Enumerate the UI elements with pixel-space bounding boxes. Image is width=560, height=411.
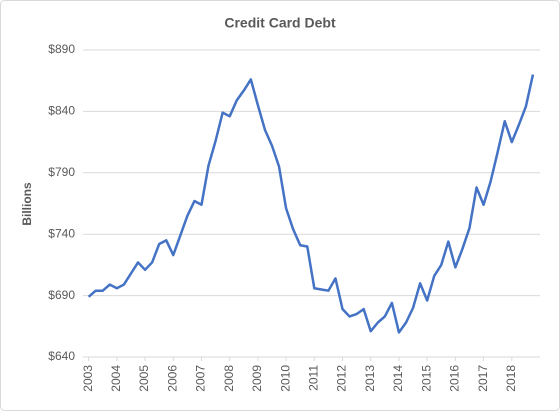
x-tick-label: 2013	[363, 365, 377, 392]
y-tick-label: $890	[48, 42, 75, 56]
x-tick-label: 2009	[250, 365, 264, 392]
x-tick-label: 2018	[504, 365, 518, 392]
x-tick-label: 2003	[81, 365, 95, 392]
x-tick-label: 2004	[109, 365, 123, 392]
x-tick-label: 2012	[335, 365, 349, 392]
x-tick-label: 2006	[165, 365, 179, 392]
y-tick-label: $790	[48, 165, 75, 179]
x-tick-label: 2005	[137, 365, 151, 392]
line-series	[87, 74, 535, 334]
y-tick-label: $740	[48, 226, 75, 240]
x-tick-label: 2015	[419, 365, 433, 392]
x-tick-label: 2016	[448, 365, 462, 392]
y-axis-label: Billions	[20, 182, 34, 226]
x-tick-label: 2007	[194, 365, 208, 392]
x-tick-label: 2011	[306, 365, 320, 391]
y-tick-label: $640	[48, 349, 75, 363]
x-tick-label: 2017	[476, 365, 490, 392]
x-tick-label: 2010	[278, 365, 292, 392]
y-tick-label: $840	[48, 104, 75, 118]
y-tick-label: $690	[48, 288, 75, 302]
x-tick-label: 2008	[222, 365, 236, 392]
x-tick-label: 2014	[391, 365, 405, 392]
chart-title: Credit Card Debt	[224, 15, 336, 31]
